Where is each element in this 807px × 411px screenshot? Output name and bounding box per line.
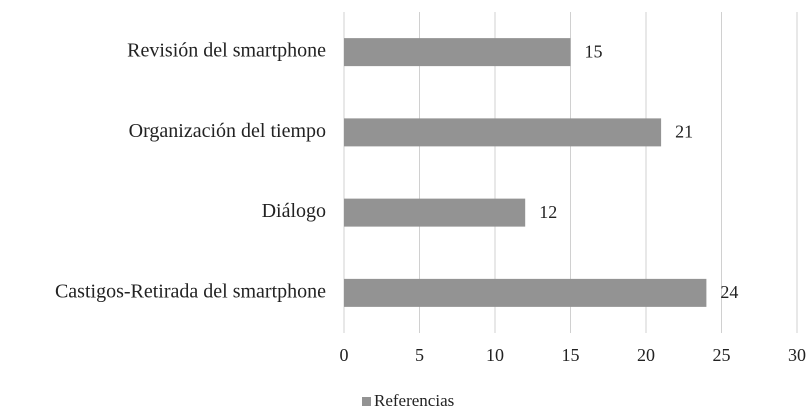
data-label: 21 xyxy=(675,122,693,142)
x-tick-label: 10 xyxy=(486,345,504,365)
data-label: 12 xyxy=(539,202,557,222)
bar xyxy=(344,38,571,67)
bar xyxy=(344,118,662,147)
legend-swatch xyxy=(362,397,371,406)
y-tick-label: Organización del tiempo xyxy=(129,120,326,142)
x-tick-label: 30 xyxy=(788,345,806,365)
x-tick-label: 5 xyxy=(415,345,424,365)
y-tick-label: Revisión del smartphone xyxy=(127,40,326,62)
x-tick-label: 0 xyxy=(340,345,349,365)
bar xyxy=(344,278,707,307)
bar xyxy=(344,198,526,227)
data-label: 15 xyxy=(585,41,603,61)
data-label: 24 xyxy=(720,282,738,302)
x-tick-label: 15 xyxy=(562,345,580,365)
legend-label: Referencias xyxy=(374,391,454,410)
x-tick-label: 20 xyxy=(637,345,655,365)
y-tick-label: Castigos-Retirada del smartphone xyxy=(55,280,326,302)
y-tick-label: Diálogo xyxy=(262,200,326,222)
x-tick-label: 25 xyxy=(713,345,731,365)
